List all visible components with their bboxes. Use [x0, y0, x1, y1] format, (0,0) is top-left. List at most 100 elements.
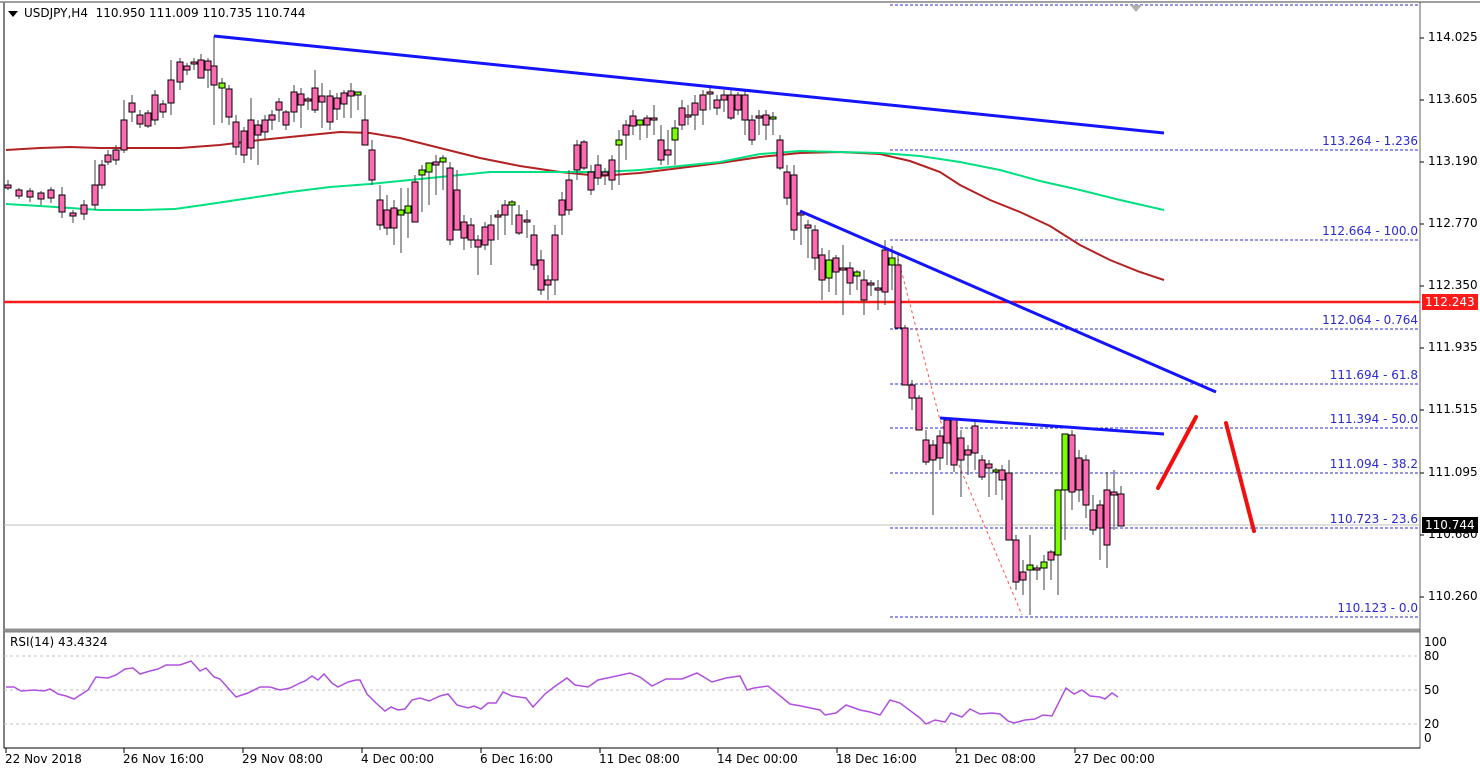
bear-candle — [594, 164, 602, 179]
bear-candle — [144, 112, 152, 127]
bear-candle — [446, 167, 454, 241]
bear-candle — [1068, 434, 1076, 493]
bear-candle — [304, 98, 312, 102]
bear-candle — [691, 102, 699, 116]
bull-candle — [508, 201, 516, 206]
bear-candle — [311, 87, 319, 111]
bear-candle — [776, 139, 784, 169]
fib-level-label: 113.264 - 1.236 — [1322, 134, 1418, 148]
ma-slow-line — [5, 130, 1165, 281]
menu-triangle-icon[interactable] — [8, 10, 18, 17]
bear-candle — [811, 229, 819, 259]
trend-line — [939, 416, 1165, 436]
bear-candle — [936, 435, 944, 459]
bear-candle — [494, 214, 502, 218]
bull-candle — [439, 157, 447, 163]
trend-line — [799, 209, 1217, 394]
projection-up-arrow — [1156, 415, 1198, 490]
bear-candle — [964, 449, 972, 456]
bear-candle — [1019, 571, 1027, 581]
bear-candle — [368, 149, 376, 181]
bear-candle — [515, 214, 523, 234]
bear-candle — [340, 92, 348, 105]
rsi-line — [6, 660, 1119, 725]
bear-candle — [204, 60, 212, 71]
bear-candle — [240, 130, 248, 156]
rsi-tick-label: 0 — [1424, 731, 1432, 745]
bear-candle — [1103, 489, 1111, 546]
bear-candle — [376, 199, 384, 226]
bear-candle — [699, 94, 707, 111]
bear-candle — [474, 239, 482, 248]
bull-candle — [425, 162, 433, 173]
time-tick-label: 26 Nov 16:00 — [123, 752, 204, 766]
bear-candle — [487, 224, 495, 241]
bear-candle — [1110, 491, 1118, 496]
bear-candle — [176, 61, 184, 83]
price-tick-label: 111.935 — [1428, 340, 1478, 354]
time-tick-label: 14 Dec 00:00 — [717, 752, 798, 766]
bear-candle — [971, 425, 979, 454]
bear-candle — [839, 267, 847, 271]
rsi-tick-label: 80 — [1424, 649, 1440, 663]
bear-candle — [37, 192, 45, 200]
bear-candle — [275, 101, 283, 111]
bull-candle — [853, 271, 861, 277]
bear-candle — [26, 190, 34, 198]
bear-candle — [1075, 457, 1083, 491]
bear-candle — [755, 115, 763, 119]
bear-candle — [894, 264, 902, 329]
bear-candle — [1033, 567, 1041, 571]
bear-candle — [120, 119, 128, 151]
bear-candle — [587, 171, 595, 191]
bear-candle — [684, 114, 692, 118]
fib-level-label: 111.394 - 50.0 — [1329, 412, 1418, 426]
bear-candle — [247, 119, 255, 149]
fib-guide-line — [897, 257, 1023, 616]
bear-candle — [1096, 504, 1104, 529]
bear-candle — [622, 124, 630, 136]
bull-candle — [636, 119, 644, 126]
time-tick-label: 6 Dec 16:00 — [480, 752, 554, 766]
main-panel-border — [3, 1, 1421, 630]
shift-marker-icon — [1130, 5, 1142, 12]
bull-candle — [825, 259, 833, 279]
bull-candle — [1061, 433, 1069, 491]
price-tick-label: 113.605 — [1428, 92, 1478, 106]
fib-level-label: 110.723 - 23.6 — [1329, 512, 1418, 526]
bear-candle — [643, 117, 651, 126]
bear-candle — [706, 91, 714, 95]
bear-candle — [881, 249, 889, 293]
bear-candle — [326, 95, 334, 123]
bear-candle — [727, 94, 735, 119]
bear-candle — [860, 279, 868, 301]
bear-candle — [713, 99, 721, 109]
bear-candle — [978, 459, 986, 478]
bear-candle — [908, 384, 916, 399]
bear-candle — [950, 419, 958, 466]
bear-candle — [1012, 539, 1020, 583]
bear-candle — [1117, 493, 1125, 527]
bear-candle — [80, 204, 88, 215]
bull-candle — [404, 205, 412, 214]
bear-candle — [69, 212, 77, 217]
bear-candle — [922, 439, 930, 463]
bull-candle — [397, 209, 405, 216]
bear-candle — [551, 234, 559, 281]
bear-candle — [197, 59, 205, 79]
price-tick-label: 112.770 — [1428, 216, 1478, 230]
bear-candle — [159, 103, 167, 113]
bear-candle — [390, 207, 398, 229]
bear-candle — [601, 171, 609, 176]
bear-candle — [901, 327, 909, 386]
current-price-tag: 110.744 — [1422, 517, 1478, 533]
bear-candle — [867, 282, 875, 286]
price-tick-label: 111.095 — [1428, 465, 1478, 479]
price-tick-label: 112.350 — [1428, 278, 1478, 292]
price-tick-label: 113.190 — [1428, 154, 1478, 168]
price-tick-label: 111.515 — [1428, 402, 1478, 416]
rsi-tick-label: 20 — [1424, 717, 1440, 731]
bear-candle — [91, 184, 99, 206]
bear-candle — [748, 119, 756, 141]
